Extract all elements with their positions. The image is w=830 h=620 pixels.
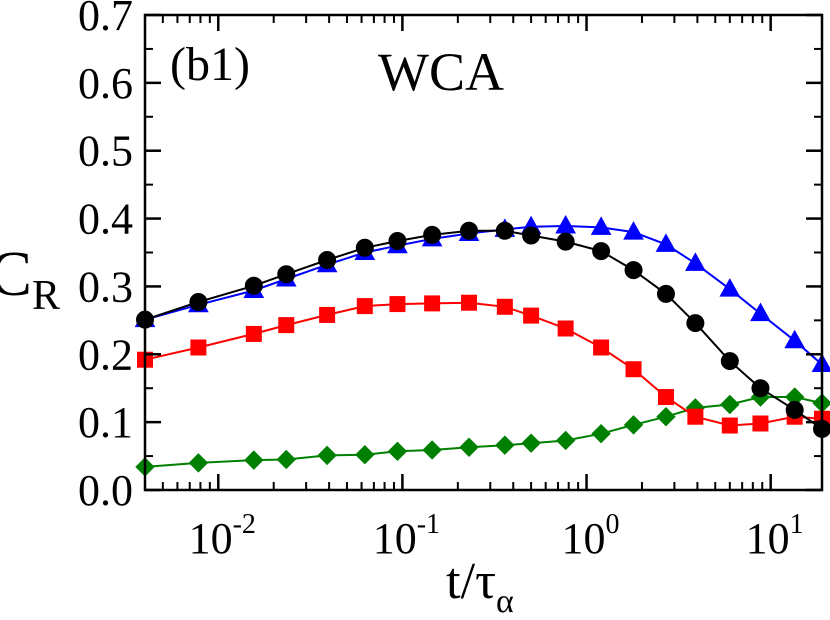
y-tick-label: 0.3 bbox=[78, 262, 133, 311]
data-point-circles bbox=[277, 265, 296, 284]
data-point-diamonds bbox=[317, 445, 337, 466]
data-point-circles bbox=[522, 226, 541, 245]
x-tick-label: 10-2 bbox=[189, 509, 256, 563]
model-annotation: WCA bbox=[378, 42, 504, 102]
y-tick-label: 0.7 bbox=[78, 0, 133, 40]
series-diamonds bbox=[135, 387, 830, 477]
y-tick-label: 0.1 bbox=[78, 398, 133, 447]
data-point-circles bbox=[189, 293, 208, 312]
data-point-squares bbox=[657, 389, 674, 406]
data-point-squares bbox=[687, 408, 704, 425]
data-point-triangles bbox=[555, 215, 576, 234]
data-point-circles bbox=[624, 261, 643, 280]
data-point-squares bbox=[593, 339, 610, 356]
series-squares bbox=[137, 294, 830, 434]
data-point-circles bbox=[656, 284, 675, 303]
data-point-circles bbox=[244, 276, 263, 295]
data-point-diamonds bbox=[521, 433, 541, 453]
data-point-circles bbox=[495, 221, 514, 240]
data-point-triangles bbox=[685, 252, 706, 271]
data-point-diamonds bbox=[244, 450, 264, 470]
y-tick-label: 0.5 bbox=[78, 127, 133, 176]
ticks-layer: 0.0 0.1 0.2 0.3 0.4 0.5 0.6 0.7 10-2 10-1 100 101 bbox=[78, 0, 822, 563]
data-point-circles bbox=[785, 400, 804, 419]
data-point-circles bbox=[556, 232, 575, 251]
data-point-squares bbox=[625, 361, 642, 378]
data-point-diamonds bbox=[459, 437, 479, 457]
y-axis-title-sub: R bbox=[32, 273, 60, 319]
data-point-squares bbox=[389, 296, 406, 313]
data-point-diamonds bbox=[555, 430, 576, 451]
data-point-circles bbox=[388, 231, 407, 250]
data-point-diamonds bbox=[623, 415, 644, 435]
data-point-triangles bbox=[590, 216, 612, 235]
data-point-circles bbox=[720, 352, 739, 371]
data-point-circles bbox=[686, 314, 705, 333]
data-point-diamonds bbox=[591, 423, 611, 444]
data-point-diamonds bbox=[656, 407, 676, 427]
data-point-diamonds bbox=[276, 449, 296, 470]
data-point-triangles bbox=[623, 221, 644, 240]
series-triangles bbox=[134, 215, 830, 372]
x-tick-label: 100 bbox=[562, 509, 620, 563]
data-point-triangles bbox=[719, 278, 741, 297]
data-point-diamonds bbox=[355, 445, 375, 465]
series-line-diamonds bbox=[144, 396, 823, 468]
y-tick-label: 0.0 bbox=[78, 466, 133, 515]
y-tick-label: 0.2 bbox=[78, 330, 133, 379]
series-circles bbox=[136, 221, 830, 438]
series-layer bbox=[134, 215, 830, 477]
y-axis-title-main: C bbox=[0, 238, 32, 309]
data-point-triangles bbox=[655, 233, 677, 252]
data-point-circles bbox=[592, 242, 611, 261]
data-point-diamonds bbox=[387, 441, 408, 462]
data-point-diamonds bbox=[422, 440, 442, 460]
data-point-circles bbox=[423, 225, 442, 244]
x-tick-label: 101 bbox=[746, 509, 804, 563]
data-point-circles bbox=[355, 238, 374, 257]
y-tick-label: 0.4 bbox=[78, 195, 133, 244]
data-point-squares bbox=[245, 325, 262, 342]
data-point-diamonds bbox=[495, 435, 515, 455]
data-point-squares bbox=[190, 339, 207, 356]
x-axis-title-greek: τ bbox=[475, 553, 496, 610]
data-point-squares bbox=[356, 298, 373, 315]
data-point-squares bbox=[319, 306, 336, 323]
x-axis-title-sub: α bbox=[496, 583, 514, 620]
data-point-circles bbox=[751, 379, 770, 398]
data-point-squares bbox=[461, 294, 478, 311]
data-point-circles bbox=[460, 221, 479, 240]
data-point-triangles bbox=[750, 302, 771, 322]
data-point-squares bbox=[424, 295, 441, 312]
x-tick-label: 10-1 bbox=[373, 509, 440, 563]
x-axis-title-main: t/ bbox=[446, 553, 475, 610]
y-tick-label: 0.6 bbox=[78, 59, 133, 108]
data-point-squares bbox=[721, 417, 738, 434]
data-point-squares bbox=[523, 307, 540, 324]
x-axis-title: t/τα bbox=[446, 553, 514, 620]
data-point-diamonds bbox=[188, 453, 209, 473]
data-point-diamonds bbox=[720, 394, 740, 415]
panel-label: (b1) bbox=[170, 38, 250, 91]
data-point-squares bbox=[752, 415, 769, 432]
series-line-squares bbox=[144, 301, 823, 427]
y-axis-title: CR bbox=[0, 238, 60, 319]
data-point-triangles bbox=[784, 329, 806, 349]
data-point-squares bbox=[496, 298, 513, 315]
data-point-circles bbox=[318, 250, 337, 269]
data-point-squares bbox=[278, 317, 295, 334]
data-point-squares bbox=[557, 320, 574, 337]
